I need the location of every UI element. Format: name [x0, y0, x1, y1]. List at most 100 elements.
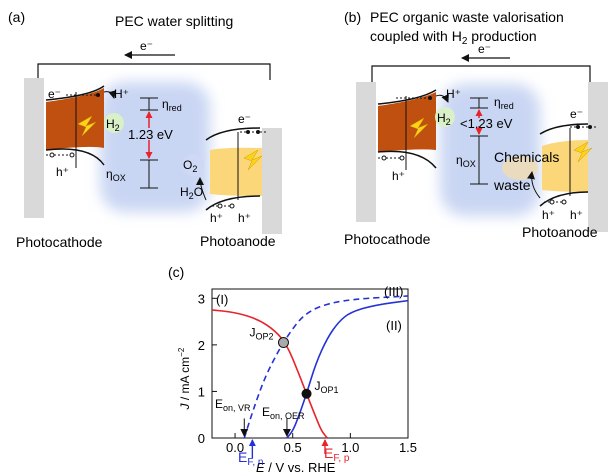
- h2-bubble: [104, 113, 124, 133]
- photocathode-label: Photocathode: [16, 234, 103, 250]
- photoanode-vb-edge: [205, 195, 261, 211]
- jop2-label: JOP2: [249, 326, 273, 342]
- eta-ox-label: ηOX: [456, 153, 476, 169]
- panel-a: (a) PEC water splitting e⁻ e⁻ h⁺ H⁺ H2: [8, 9, 282, 250]
- panel-a-title: PEC water splitting: [115, 13, 233, 29]
- x-axis-label: E / V vs. RHE: [256, 460, 336, 475]
- anode-electron: e⁻: [238, 112, 251, 126]
- panel-c-tag: (c): [168, 264, 184, 280]
- electrolyte-region: [100, 82, 210, 212]
- reduction-arrow: [103, 90, 117, 99]
- electrolyte-region: [440, 84, 540, 216]
- hole-dot: [229, 203, 235, 209]
- h2o-label: H2O: [180, 185, 203, 201]
- h-plus-label: H⁺: [446, 87, 461, 101]
- photoanode-vb-edge: [539, 191, 589, 207]
- chemicals-label: Chemicals: [494, 149, 559, 165]
- photoanode-label: Photoanode: [200, 233, 276, 249]
- electron-dot: [428, 96, 432, 100]
- anode-hole-2: h⁺: [570, 208, 583, 222]
- waste-label: waste: [493, 177, 531, 193]
- photocathode-band-fill: [46, 88, 104, 150]
- cathode-hole: h⁺: [56, 165, 69, 179]
- eta-red-label: ηred: [162, 97, 182, 113]
- x-tick-label: 0.5: [284, 440, 302, 455]
- y-tick-label: 2: [198, 338, 205, 353]
- efp-label: EF, p: [324, 445, 350, 464]
- jop1-label: JOP1: [315, 379, 339, 395]
- h-plus-label: H⁺: [114, 87, 129, 101]
- anode-hole-1: h⁺: [542, 208, 555, 222]
- anode-hole-2: h⁺: [238, 211, 251, 225]
- photoanode-label: Photoanode: [522, 224, 598, 240]
- x-tick-label: 1.5: [399, 440, 417, 455]
- curve-ii: [286, 299, 409, 439]
- cathode-electron: e⁻: [48, 87, 61, 101]
- photoanode-cb-edge: [205, 127, 261, 141]
- hole-dot: [49, 152, 55, 158]
- photoanode-contact: [262, 128, 282, 234]
- y-axis-label: J / mA cm−2: [177, 347, 192, 410]
- panel-a-tag: (a): [8, 9, 25, 25]
- photocathode-vb-edge: [377, 150, 437, 169]
- photocathode-label: Photocathode: [344, 231, 431, 247]
- light-bolt-icon: [77, 115, 97, 137]
- o2-bubble: [182, 154, 204, 176]
- external-circuit-wire: [371, 65, 591, 84]
- oxidation-arrow: [527, 171, 541, 199]
- hole-dot: [399, 155, 405, 161]
- electron-dot: [256, 130, 260, 134]
- cathode-hole: h⁺: [392, 169, 405, 183]
- curve-i: [211, 309, 329, 439]
- h2-label: H2: [106, 117, 120, 133]
- light-bolt-icon: [243, 149, 263, 171]
- panel-c: (c) 0.0 0.5 1.0 1.5 0 1 2 3 J / mA cm−2 E / V vs.…: [168, 264, 417, 475]
- photoanode-cb-edge: [539, 123, 589, 135]
- curve-i-label: (I): [216, 292, 228, 307]
- circuit-electron-label: e⁻: [478, 42, 491, 56]
- jv-plot: 0.0 0.5 1.0 1.5 0 1 2 3 J / mA cm−2 E / V vs. RHE…: [177, 284, 417, 475]
- oxidation-arrow: [196, 177, 207, 201]
- electron-dot: [96, 93, 100, 97]
- electron-dot: [246, 130, 250, 134]
- x-tick-label: 0.0: [226, 440, 244, 455]
- photoanode-contact: [588, 82, 608, 232]
- h2-bubble: [435, 107, 455, 127]
- y-tick-label: 3: [198, 291, 205, 306]
- electron-dot: [576, 125, 580, 129]
- plot-frame: [211, 288, 409, 439]
- light-bolt-icon: [573, 141, 593, 163]
- curve-iii-label: (III): [384, 284, 404, 299]
- hole-dot: [217, 203, 223, 209]
- hole-dot: [549, 199, 555, 205]
- circuit-electron-label: e⁻: [140, 39, 153, 53]
- reduction-arrow: [435, 93, 449, 103]
- efn-label: EF, n: [238, 449, 263, 468]
- panel-b-title-line1: PEC organic waste valorisation: [370, 9, 564, 25]
- anode-hole-1: h⁺: [210, 211, 223, 225]
- eon-oer-label: Eon, OER: [262, 405, 305, 421]
- panel-b-title-line2: coupled with H2 production: [370, 28, 537, 47]
- energy-label: 1.23 eV: [128, 127, 173, 142]
- hole-dot: [561, 199, 567, 205]
- anode-electron: e⁻: [570, 107, 583, 121]
- eta-red-label: ηred: [494, 95, 514, 111]
- photocathode-band-fill: [378, 92, 436, 152]
- eon-vr-label: Eon, VR: [215, 397, 251, 413]
- energy-label: <1.23 eV: [460, 116, 513, 131]
- o2-label: O2: [183, 158, 197, 174]
- hole-dot: [69, 152, 75, 158]
- y-tick-label: 1: [198, 384, 205, 399]
- electron-dot: [588, 125, 592, 129]
- operating-point-jop2: [277, 337, 289, 349]
- x-tick-label: 1.0: [341, 440, 359, 455]
- hole-dot: [381, 155, 387, 161]
- panel-b: (b) PEC organic waste valorisation coupl…: [344, 9, 608, 247]
- photoanode-band-fill: [542, 140, 588, 192]
- operating-point-jop1: [301, 388, 312, 399]
- light-bolt-icon: [409, 117, 429, 139]
- curve-iii: [243, 295, 409, 439]
- panel-b-tag: (b): [344, 9, 361, 25]
- photocathode-contact: [356, 82, 376, 222]
